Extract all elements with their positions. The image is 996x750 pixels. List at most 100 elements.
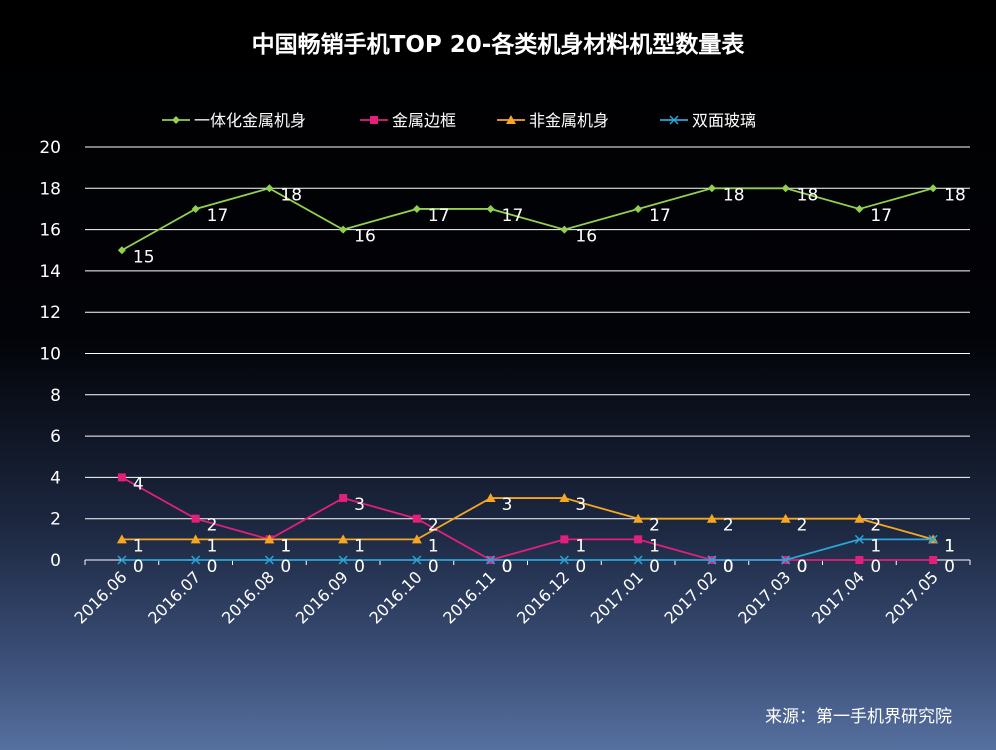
series-3 (116, 493, 939, 544)
data-label: 15 (133, 247, 155, 267)
data-label: 17 (502, 206, 524, 226)
x-tick-label: 2016.09 (292, 567, 352, 627)
data-point-square (117, 473, 126, 482)
y-tick-label: 10 (39, 345, 61, 365)
data-point-diamond (634, 204, 643, 213)
data-point-triangle (633, 513, 644, 523)
data-label: 1 (944, 536, 955, 556)
data-point-diamond (172, 116, 180, 124)
data-label: 17 (207, 206, 229, 226)
data-point-x-stroke (412, 555, 422, 565)
x-tick-label: 2016.07 (144, 567, 204, 627)
data-point-diamond (707, 184, 716, 193)
data-label: 1 (944, 536, 955, 556)
data-label: 1 (280, 536, 291, 556)
data-label: 2 (207, 516, 218, 536)
data-point-triangle (411, 534, 422, 544)
data-point-square (929, 556, 938, 564)
data-label: 2 (428, 516, 439, 536)
data-label: 18 (280, 185, 302, 205)
data-point-diamond (265, 184, 274, 193)
data-point-triangle (506, 115, 516, 124)
data-point-diamond (929, 184, 938, 193)
data-point-square (560, 535, 569, 544)
legend-item: 非金属机身 (497, 111, 609, 130)
data-label: 0 (870, 557, 881, 577)
legend: 一体化金属机身 金属边框 非金属机身 双面玻璃 (162, 111, 756, 130)
x-tick-label: 2017.02 (660, 567, 720, 627)
legend-label: 双面玻璃 (692, 111, 756, 130)
series-line (121, 538, 934, 561)
series-line (121, 476, 934, 561)
x-tick-label: 2016.08 (218, 567, 278, 627)
y-tick-label: 20 (39, 138, 61, 158)
data-label: 17 (649, 206, 671, 226)
x-tick-label: 2017.03 (734, 567, 794, 627)
data-point-diamond (412, 204, 421, 213)
series-1 (117, 184, 938, 255)
data-point-x-stroke (669, 115, 679, 125)
data-label: 0 (280, 557, 291, 577)
data-point-diamond (781, 184, 790, 193)
data-label: 0 (575, 557, 586, 577)
x-tick-label: 2017.01 (587, 567, 647, 627)
data-point-square (412, 514, 421, 523)
series-4 (117, 534, 938, 565)
data-point-x (338, 555, 348, 565)
data-label: 0 (797, 557, 808, 577)
data-label: 0 (723, 557, 734, 577)
data-label: 3 (575, 495, 586, 515)
data-label: 17 (428, 206, 450, 226)
y-tick-label: 8 (50, 386, 61, 406)
data-label: 1 (428, 536, 439, 556)
data-point-x-stroke (707, 555, 717, 565)
data-point-diamond (855, 204, 864, 213)
data-point-diamond (117, 246, 126, 255)
data-point-diamond (191, 204, 200, 213)
data-point-x (191, 555, 201, 565)
data-label: 1 (207, 536, 218, 556)
data-point-triangle (706, 513, 717, 523)
data-point-x (854, 534, 864, 544)
data-label: 17 (870, 206, 892, 226)
data-label: 1 (280, 536, 291, 556)
data-label: 0 (649, 557, 660, 577)
data-point-x (707, 555, 717, 565)
data-label: 1 (870, 536, 881, 556)
data-point-x-stroke (781, 555, 791, 565)
data-point-x-stroke (559, 555, 569, 565)
data-point-x (633, 555, 643, 565)
source-note: 来源：第一手机界研究院 (765, 707, 952, 727)
data-label: 0 (944, 557, 955, 577)
x-axis: 2016.06 2016.07 2016.08 2016.09 2016.10 2016.… (70, 560, 971, 628)
data-point-x (669, 115, 679, 125)
data-label: 18 (723, 185, 745, 205)
data-label: 2 (870, 516, 881, 536)
data-point-diamond (486, 204, 495, 213)
x-tick-label: 2016.11 (439, 567, 499, 627)
data-label: 0 (133, 557, 144, 577)
data-point-triangle (190, 534, 201, 544)
data-point-x (117, 555, 127, 565)
gridlines (85, 146, 970, 561)
data-point-x-stroke (338, 555, 348, 565)
data-point-x (928, 534, 938, 544)
y-tick-label: 4 (50, 468, 61, 488)
data-label: 0 (723, 557, 734, 577)
data-point-triangle (338, 534, 349, 544)
legend-label: 金属边框 (392, 111, 456, 130)
y-tick-label: 16 (39, 221, 61, 241)
data-label: 2 (723, 516, 734, 536)
data-point-triangle (485, 493, 496, 503)
data-point-x-stroke (486, 555, 496, 565)
series-layer (116, 184, 939, 565)
data-point-square (191, 514, 200, 523)
data-point-x-stroke (633, 555, 643, 565)
y-tick-label: 0 (50, 551, 61, 571)
series-line (121, 497, 934, 541)
x-tick-label: 2016.12 (513, 567, 573, 627)
data-label: 1 (133, 536, 144, 556)
data-point-square (339, 494, 348, 503)
